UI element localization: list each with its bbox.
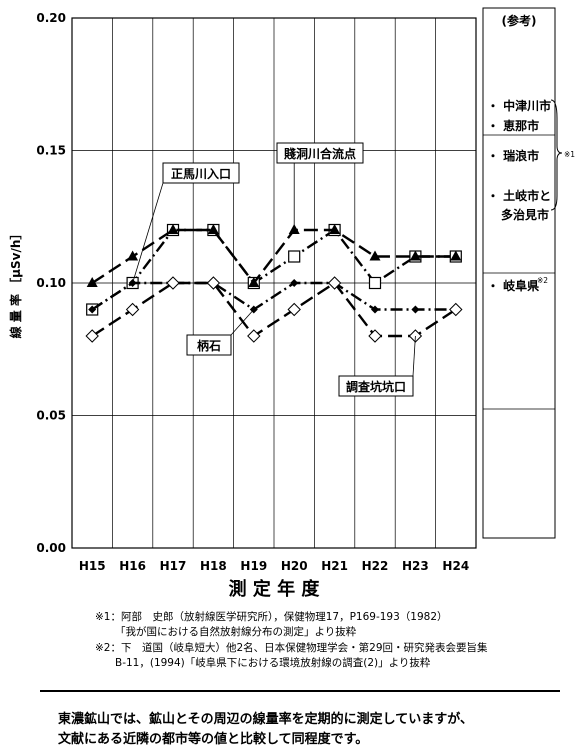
- diamond-marker: [411, 305, 420, 314]
- series-2: [86, 224, 462, 287]
- open-diamond-marker: [166, 276, 180, 290]
- y-tick-label: 0.05: [36, 409, 66, 423]
- body-text-line-2: 文献にある近隣の都市等の値と比較して同程度です。: [58, 732, 369, 747]
- triangle-marker: [167, 224, 179, 234]
- triangle-marker: [127, 250, 139, 261]
- reference-item: ・ 瑞浪市: [487, 148, 539, 163]
- open-diamond-marker: [206, 276, 221, 290]
- reference-title: (参考): [502, 13, 537, 28]
- diamond-marker: [88, 305, 97, 314]
- annotation-label: 賤洞川合流点: [283, 146, 356, 161]
- footer-divider: [40, 690, 560, 692]
- x-tick-label: H16: [119, 559, 146, 573]
- y-tick-label: 0.00: [36, 541, 66, 555]
- triangle-marker: [86, 277, 98, 287]
- footnote-1-source: 「我が国における自然放射線分布の測定」より抜粋: [115, 626, 357, 638]
- reference-note-mark: ※1: [564, 150, 575, 159]
- annotation-box: [162, 162, 240, 184]
- y-tick-label: 0.15: [36, 144, 66, 158]
- annotation-leader: [412, 335, 416, 377]
- open-diamond-marker: [247, 329, 261, 343]
- triangle-marker: [207, 224, 219, 234]
- reference-item: ・ 恵那市: [487, 118, 539, 133]
- reference-item: ・ 土岐市と: [487, 188, 551, 203]
- reference-note-mark: ※2: [537, 276, 548, 285]
- annotation-label: 正馬川入口: [171, 167, 231, 181]
- annotation-4: 調査坑坑口: [338, 335, 416, 397]
- annotation-leader: [132, 182, 164, 284]
- diamond-marker: [371, 305, 379, 314]
- series-layer: [85, 223, 463, 343]
- open-diamond-marker: [449, 302, 463, 317]
- triangle-marker: [369, 250, 381, 261]
- x-tick-label: H24: [442, 559, 469, 573]
- annotation-3: 柄石: [186, 309, 255, 356]
- x-tick-label: H20: [281, 559, 308, 573]
- open-diamond-marker: [85, 329, 99, 343]
- triangle-marker: [450, 250, 462, 261]
- x-tick-label: H17: [160, 559, 187, 573]
- triangle-marker: [329, 224, 341, 234]
- chart-area: 0.00 0.05 0.10 0.15 0.20 H15 H16 H17 H18 H19 H20 H2…: [8, 7, 575, 600]
- series-line: [91, 228, 456, 285]
- x-tick-label: H15: [79, 559, 106, 573]
- open-diamond-marker: [125, 302, 140, 317]
- annotation-label: 柄石: [197, 338, 221, 353]
- annotation-2: 賤洞川合流点: [276, 142, 364, 230]
- y-axis-label: 線 量 率 ［μSv/h］: [8, 228, 23, 339]
- series-line: [91, 281, 456, 311]
- triangle-marker: [409, 250, 421, 261]
- square-marker: [288, 250, 301, 263]
- annotation-label: 調査坑坑口: [346, 379, 406, 394]
- reference-item: 多治見市: [501, 207, 549, 222]
- footnote-1: ※1：阿部 史郎（放射線医学研究所），保健物理17，P169-193（1982）: [95, 611, 448, 623]
- annotation-box: [338, 375, 414, 397]
- open-diamond-marker: [327, 276, 342, 290]
- y-tick-label: 0.10: [36, 276, 66, 290]
- x-tick-label: H22: [362, 559, 389, 573]
- reference-item: ・ 岐阜県: [487, 278, 539, 293]
- plot-frame: [71, 17, 477, 549]
- reference-brace: [550, 99, 563, 211]
- footnote-2: ※2：下 道国（岐阜短大）他2名、日本保健物理学会・第29回・研究発表会要旨集: [95, 642, 488, 654]
- series-4: [85, 276, 463, 343]
- diamond-marker: [290, 279, 299, 287]
- x-tick-label: H19: [240, 559, 267, 573]
- triangle-marker: [248, 277, 260, 287]
- annotation-1: 正馬川入口: [132, 162, 240, 284]
- reference-item: ・ 中津川市: [487, 98, 551, 113]
- square-marker: [368, 276, 382, 290]
- annotation-leader: [230, 309, 255, 336]
- x-axis-label: 測 定 年 度: [229, 578, 321, 600]
- open-diamond-marker: [287, 302, 301, 317]
- series-line: [91, 228, 456, 311]
- series-line: [91, 281, 457, 338]
- x-tick-label: H23: [402, 559, 429, 573]
- open-diamond-marker: [368, 329, 382, 343]
- labels-layer: 0.00 0.05 0.10 0.15 0.20 H15 H16 H17 H18 H19 H20 H2…: [36, 11, 469, 573]
- annotation-box: [186, 334, 232, 356]
- x-tick-label: H18: [200, 559, 227, 573]
- body-text-line-1: 東濃鉱山では、鉱山とその周辺の線量率を定期的に測定していますが、: [58, 712, 473, 727]
- footnote-2-source: B-11，(1994)「岐阜県下における環境放射線の調査(2)」より抜粋: [115, 657, 431, 669]
- annotation-box: [276, 142, 364, 164]
- x-tick-label: H21: [321, 559, 348, 573]
- y-tick-label: 0.20: [36, 11, 66, 25]
